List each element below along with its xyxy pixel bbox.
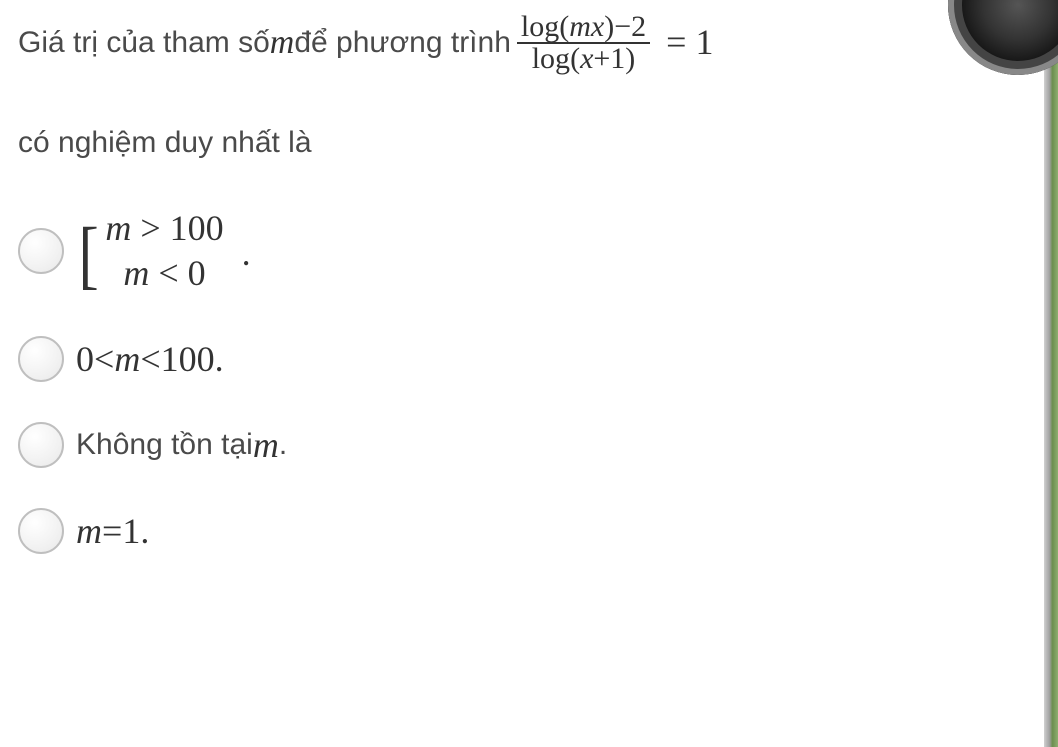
option-b-body: 0 < m < 100. bbox=[76, 338, 224, 380]
d-1: 1. bbox=[122, 510, 149, 552]
options-group: [ m > 100 m < 0 . 0 < m < 100. bbox=[18, 206, 1038, 554]
den-open: ( bbox=[570, 42, 580, 75]
option-d[interactable]: m = 1. bbox=[18, 508, 1038, 554]
radio-d[interactable] bbox=[18, 508, 64, 554]
num-minus2: −2 bbox=[614, 10, 646, 43]
equation-fraction: log(mx)−2 log(x+1) bbox=[517, 12, 650, 74]
question-line-2: có nghiệm duy nhất là bbox=[18, 126, 1038, 160]
option-c-body: Không tồn tại m. bbox=[76, 424, 287, 466]
fraction-denominator: log(x+1) bbox=[528, 44, 640, 74]
radio-a[interactable] bbox=[18, 228, 64, 274]
eq-rhs: 1 bbox=[695, 22, 713, 62]
b-100: 100. bbox=[161, 338, 224, 380]
den-x: x bbox=[580, 42, 593, 75]
num-mx: mx bbox=[569, 10, 604, 43]
a-r1-m: m bbox=[105, 208, 131, 248]
system-row-2: m < 0 bbox=[105, 251, 223, 296]
radio-b[interactable] bbox=[18, 336, 64, 382]
eq-sign: = bbox=[666, 22, 695, 62]
equation-equals: = 1 bbox=[666, 23, 713, 63]
radio-c[interactable] bbox=[18, 422, 64, 468]
num-log: log bbox=[521, 10, 559, 43]
a-r1-100: 100 bbox=[170, 208, 224, 248]
d-m: m bbox=[76, 510, 102, 552]
left-bracket-icon: [ bbox=[79, 226, 99, 284]
num-open: ( bbox=[559, 10, 569, 43]
fraction-numerator: log(mx)−2 bbox=[517, 12, 650, 42]
a-r2-0: 0 bbox=[188, 253, 206, 293]
option-c[interactable]: Không tồn tại m. bbox=[18, 422, 1038, 468]
system-row-1: m > 100 bbox=[105, 206, 223, 251]
option-a-body: [ m > 100 m < 0 . bbox=[76, 206, 251, 296]
option-b[interactable]: 0 < m < 100. bbox=[18, 336, 1038, 382]
d-eq: = bbox=[102, 510, 122, 552]
num-close: ) bbox=[604, 10, 614, 43]
question-line-1: Giá trị của tham số m để phương trình lo… bbox=[18, 12, 1038, 74]
den-log: log bbox=[532, 42, 570, 75]
option-a[interactable]: [ m > 100 m < 0 . bbox=[18, 206, 1038, 296]
option-d-body: m = 1. bbox=[76, 510, 149, 552]
c-text-pre: Không tồn tại bbox=[76, 428, 253, 462]
c-text-post: . bbox=[279, 428, 287, 462]
q-text-pre: Giá trị của tham số bbox=[18, 26, 270, 59]
q-var-m: m bbox=[270, 24, 295, 61]
question-block: Giá trị của tham số m để phương trình lo… bbox=[0, 0, 1038, 554]
b-m: m bbox=[114, 338, 140, 380]
option-a-period: . bbox=[242, 232, 251, 274]
system-rows: m > 100 m < 0 bbox=[105, 206, 223, 296]
option-a-system: [ m > 100 m < 0 . bbox=[76, 206, 251, 296]
b-lt2: < bbox=[140, 338, 160, 380]
a-r2-m: m bbox=[123, 253, 149, 293]
b-lt1: < bbox=[94, 338, 114, 380]
q-text-mid: để phương trình bbox=[294, 26, 511, 59]
a-r2-lt: < bbox=[149, 253, 187, 293]
c-var: m bbox=[253, 424, 279, 466]
b-0: 0 bbox=[76, 338, 94, 380]
a-r1-gt: > bbox=[131, 208, 169, 248]
den-plus1: +1) bbox=[593, 42, 635, 75]
right-edge-decoration bbox=[1044, 0, 1058, 747]
